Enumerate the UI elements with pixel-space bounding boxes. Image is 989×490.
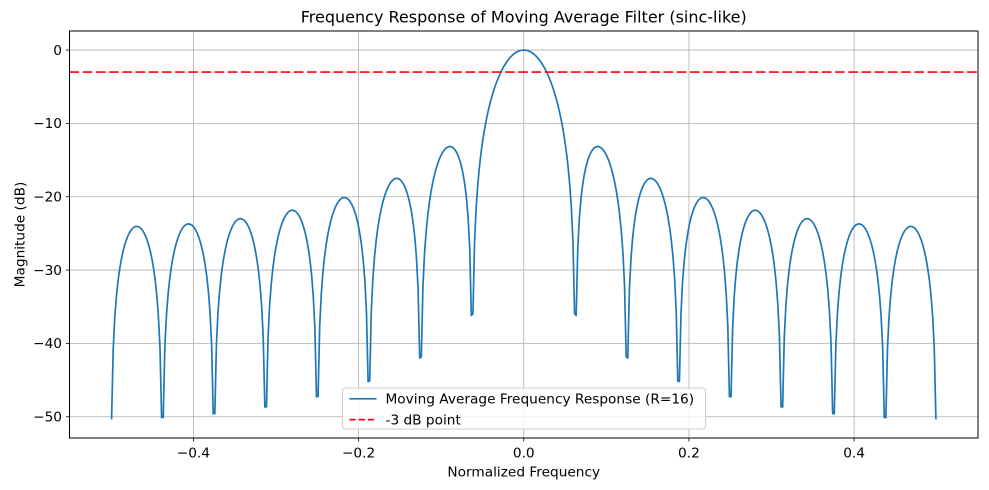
legend: Moving Average Frequency Response (R=16)… <box>342 387 706 430</box>
y-tick-label: −20 <box>33 190 62 206</box>
y-tick-label: −40 <box>33 336 62 352</box>
x-tick-label: −0.2 <box>342 445 375 461</box>
y-axis-label: Magnitude (dB) <box>13 182 29 288</box>
y-tick-label: −10 <box>33 116 62 132</box>
ma-frequency-response-curve <box>110 49 937 420</box>
legend-label-3db-line: -3 dB point <box>386 413 462 429</box>
x-tick-label: 0.0 <box>513 445 535 461</box>
x-tick-label: −0.4 <box>177 445 210 461</box>
legend-label-ma-response: Moving Average Frequency Response (R=16) <box>386 392 695 408</box>
x-axis-label: Normalized Frequency <box>447 465 600 481</box>
tick-layer: −0.4 −0.2 0.0 0.2 0.4 0 −10 −20 −30 −40 −50 <box>33 43 865 461</box>
y-tick-label: −30 <box>33 263 62 279</box>
grid-layer <box>69 31 978 438</box>
x-tick-label: 0.4 <box>843 445 865 461</box>
chart-title: Frequency Response of Moving Average Fil… <box>301 8 747 27</box>
x-tick-label: 0.2 <box>678 445 700 461</box>
y-tick-label: 0 <box>53 43 62 59</box>
series-layer <box>69 49 978 420</box>
y-tick-label: −50 <box>33 410 62 426</box>
legend-box <box>342 387 706 430</box>
